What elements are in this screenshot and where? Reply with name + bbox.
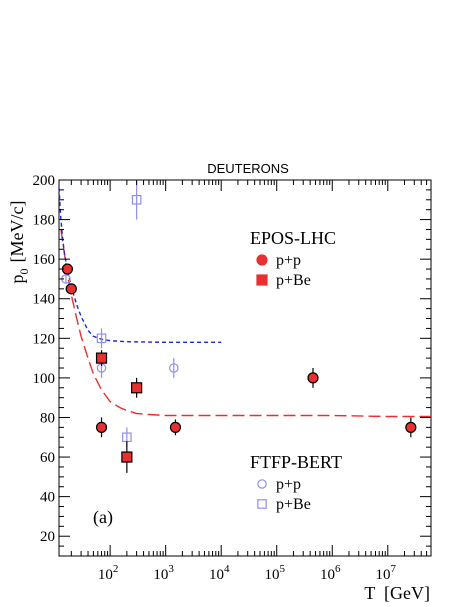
- x-tick-label-base: 10: [376, 567, 391, 583]
- data-point: [169, 421, 182, 433]
- x-tick-label: 107: [376, 563, 397, 583]
- series-epos-lhc-p-be: [95, 350, 143, 473]
- x-tick-label-exponent: 5: [279, 563, 285, 575]
- data-point: [95, 352, 108, 364]
- data-point: [168, 363, 179, 373]
- y-axis-label-symbol: p: [7, 274, 27, 283]
- data-point: [65, 283, 77, 295]
- series-epos-lhc-p-p: [61, 263, 417, 438]
- legend-label: p+Be: [276, 272, 311, 289]
- y-tick-label: 20: [40, 529, 55, 545]
- data-point: [131, 382, 143, 394]
- x-tick-label: 104: [209, 563, 230, 583]
- fit-curves: [58, 187, 431, 418]
- x-tick-label-exponent: 2: [113, 563, 119, 575]
- legend-marker: [257, 479, 267, 489]
- x-tick-label-exponent: 4: [224, 563, 230, 575]
- y-tick-label: 180: [33, 213, 56, 229]
- y-tick-label: 140: [33, 292, 56, 308]
- x-tick-label-base: 10: [264, 567, 279, 583]
- panel-label: (a): [93, 507, 113, 528]
- data-point: [405, 421, 417, 433]
- legend-title: FTFP-BERT: [250, 452, 342, 472]
- y-tick-label: 60: [40, 450, 55, 466]
- y-axis-label-subscript: 0: [17, 268, 31, 274]
- x-tick-label-base: 10: [153, 567, 168, 583]
- data-points: [61, 180, 417, 473]
- x-axis-label: T [GeV]: [364, 583, 430, 603]
- legend-epos-lhc: EPOS-LHC p+p p+Be: [250, 228, 336, 289]
- legend-label: p+Be: [276, 496, 311, 513]
- legend-title: EPOS-LHC: [250, 228, 336, 248]
- x-tick-label: 103: [153, 563, 174, 583]
- x-tick-label-exponent: 3: [168, 563, 174, 575]
- y-tick-label: 80: [40, 410, 55, 426]
- legend-label: p+p: [276, 476, 301, 493]
- y-tick-label: 100: [33, 371, 56, 387]
- epos-fit-curve: [60, 229, 431, 418]
- legend-ftfp-bert: FTFP-BERT p+p p+Be: [250, 452, 342, 513]
- x-tick-label-base: 10: [209, 567, 224, 583]
- plot-frame: [58, 179, 432, 557]
- plot-area-border: [58, 179, 432, 557]
- chart-title: DEUTERONS: [207, 161, 289, 176]
- x-tick-label: 105: [264, 563, 285, 583]
- x-tick-label-base: 10: [98, 567, 113, 583]
- data-point: [95, 421, 108, 433]
- data-point: [131, 194, 142, 205]
- x-tick-label: 102: [98, 563, 119, 583]
- y-tick-label: 40: [40, 490, 55, 506]
- series-ftfp-bert-p-p: [61, 274, 179, 378]
- y-tick-label: 200: [33, 173, 56, 189]
- legend-marker: [257, 499, 267, 509]
- data-point: [121, 451, 133, 463]
- x-tick-label-base: 10: [320, 567, 335, 583]
- x-tick-label-exponent: 6: [335, 563, 341, 575]
- data-point: [96, 333, 107, 344]
- svg-text:p0[MeV/c]: p0 [MeV/c]: [7, 201, 31, 284]
- x-tick-label: 106: [320, 563, 341, 583]
- y-tick-label: 160: [33, 252, 56, 268]
- y-axis-label: p0 [MeV/c]: [7, 201, 31, 284]
- legend-label: p+p: [276, 252, 301, 269]
- ftfp-fit-curve: [58, 187, 222, 343]
- legend: EPOS-LHC p+p p+Be FTFP-BERT p+p p+Be: [250, 228, 342, 513]
- legend-marker: [256, 254, 268, 266]
- legend-marker: [256, 274, 268, 286]
- x-tick-label-exponent: 7: [391, 563, 397, 575]
- data-point: [307, 372, 319, 384]
- y-tick-label: 120: [33, 331, 56, 347]
- y-axis-label-unit: [MeV/c]: [7, 201, 27, 263]
